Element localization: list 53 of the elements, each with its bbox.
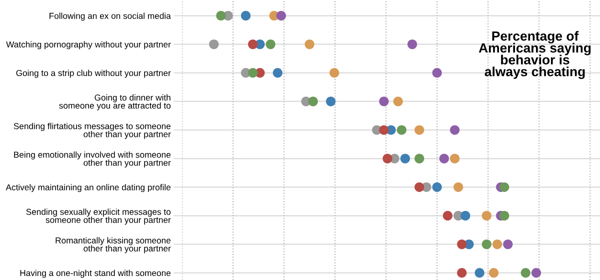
point (457, 268, 467, 278)
point (326, 96, 336, 106)
point (432, 182, 442, 192)
point (382, 154, 392, 164)
text: Percentage of Americans saying behavior is always cheating (478, 31, 591, 79)
y-tick-label: Being emotionally involved with someone other than your partner (14, 151, 171, 168)
point (439, 154, 449, 164)
point (531, 268, 542, 278)
point (457, 239, 467, 250)
point (240, 10, 251, 21)
point (414, 125, 424, 135)
y-tick-label: Having a one-night stand with someone (20, 270, 171, 278)
point (432, 68, 442, 78)
point (474, 268, 484, 278)
point (482, 210, 492, 221)
point (460, 210, 470, 221)
point (396, 125, 406, 135)
point (488, 268, 499, 278)
point (407, 39, 418, 50)
point (248, 68, 258, 78)
point (450, 154, 460, 164)
y-tick-label: Going to a strip club without your partner (16, 70, 171, 78)
point (379, 125, 389, 135)
point (400, 154, 410, 164)
y-tick-label: Sending sexually explicit messages to someone other than your partner (26, 208, 171, 225)
point (330, 68, 340, 78)
point (500, 210, 510, 221)
point (414, 154, 424, 164)
point (272, 68, 282, 78)
point (520, 268, 530, 278)
y-tick-label: Following an ex on social media (50, 12, 171, 21)
y-tick-label: Actively maintaining an online dating profile (6, 184, 171, 192)
point (414, 182, 424, 192)
point (379, 96, 389, 106)
point (276, 10, 286, 21)
point (453, 182, 464, 192)
y-tick-label: Watching pornography without your partner (6, 41, 171, 50)
y-tick-label: Sending flirtatious messages to someone other than your partner (14, 122, 171, 139)
y-tick-label: Romantically kissing someone other than your partner (56, 237, 171, 254)
point (482, 239, 492, 250)
point (248, 39, 258, 50)
point (308, 96, 318, 106)
point (209, 39, 219, 50)
y-tick-label: Going to dinner with someone you are attracted to (59, 94, 171, 110)
point (393, 96, 403, 106)
point (304, 39, 314, 50)
point (503, 239, 513, 250)
point (266, 39, 276, 50)
point (450, 125, 460, 135)
point (492, 239, 502, 250)
point (442, 210, 452, 221)
point (216, 10, 226, 21)
point (500, 182, 510, 192)
